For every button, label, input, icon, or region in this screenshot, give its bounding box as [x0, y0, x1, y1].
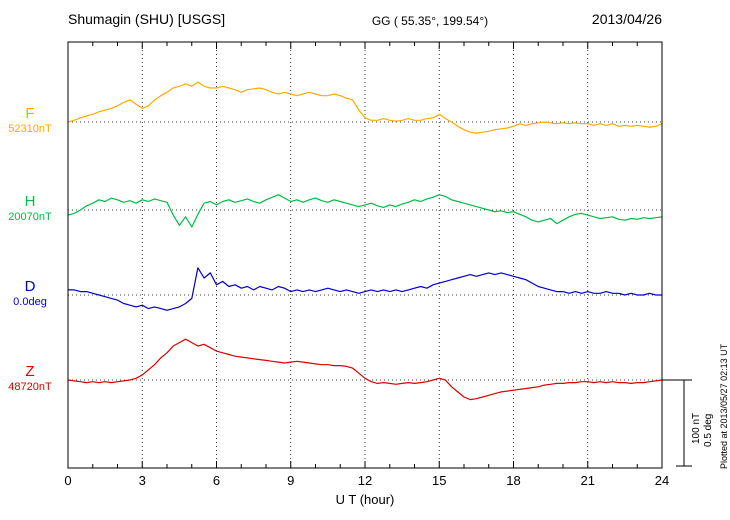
x-axis-label: U T (hour)	[335, 492, 395, 507]
trace-baseline-H: 20070nT	[8, 211, 52, 223]
x-tick-label: 12	[357, 473, 373, 488]
plotted-at-note: Plotted at 2013/05/27 02:13 UT	[719, 343, 729, 469]
trace-label-F: F 52310nT	[0, 106, 60, 135]
x-tick-label: 6	[212, 473, 221, 488]
trace-name-Z: Z	[25, 363, 35, 380]
x-tick-label: 24	[654, 473, 670, 488]
trace-label-D: D 0.0deg	[0, 279, 60, 308]
x-tick-label: 9	[287, 473, 295, 488]
trace-name-H: H	[24, 193, 36, 210]
trace-baseline-D: 0.0deg	[13, 296, 47, 308]
x-tick-label: 15	[432, 473, 447, 488]
scale-label-deg: 0.5 deg	[703, 413, 714, 447]
scale-label-nt: 100 nT	[691, 412, 702, 444]
x-tick-label: 0	[64, 473, 72, 488]
geographic-coordinates: GG ( 55.35°, 199.54°)	[371, 14, 489, 28]
trace-baseline-F: 52310nT	[8, 123, 52, 135]
trace-name-F: F	[25, 105, 35, 122]
x-tick-label: 3	[138, 473, 146, 488]
x-tick-label: 18	[506, 473, 521, 488]
trace-label-Z: Z 48720nT	[0, 364, 60, 393]
trace-name-D: D	[24, 278, 36, 295]
trace-baseline-Z: 48720nT	[8, 381, 52, 393]
plot-date: 2013/04/26	[591, 11, 662, 27]
trace-label-H: H 20070nT	[0, 194, 60, 223]
station-title: Shumagin (SHU) [USGS]	[68, 11, 226, 27]
x-tick-label: 21	[580, 473, 595, 488]
